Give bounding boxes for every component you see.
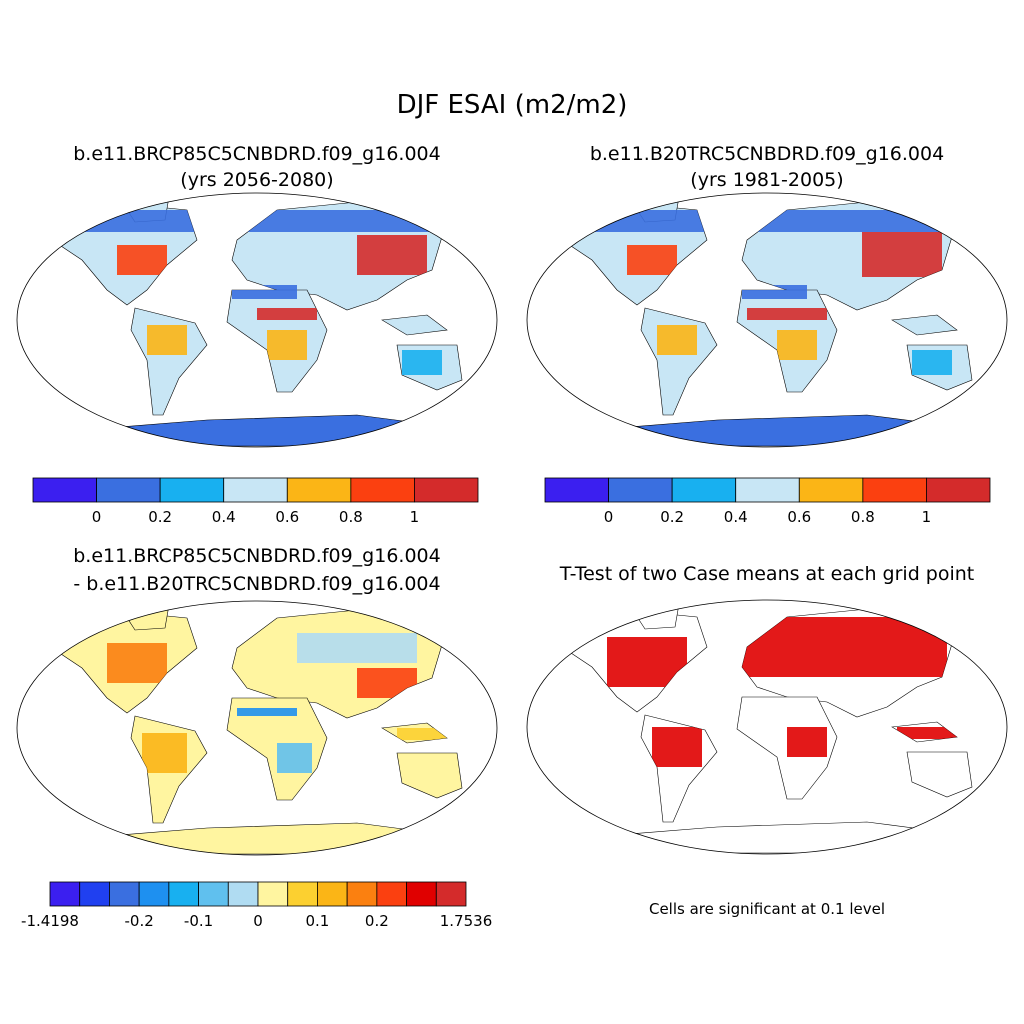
data-patch xyxy=(357,235,427,275)
land-au xyxy=(396,752,463,799)
panel-title: (yrs 2056-2080) xyxy=(180,169,333,191)
map-patches xyxy=(107,633,447,773)
colorbar-box xyxy=(109,881,140,907)
colorbar-label: -0.1 xyxy=(184,912,213,930)
colorbar-label: -1.4198 xyxy=(21,912,79,930)
map xyxy=(526,192,1008,448)
data-patch xyxy=(147,325,187,355)
colorbar-label: 0 xyxy=(253,912,263,930)
data-patch xyxy=(237,708,297,716)
data-patch xyxy=(142,733,187,773)
colorbar-box xyxy=(257,881,289,907)
land-au xyxy=(906,751,973,798)
colorbar-label: 0.1 xyxy=(305,912,329,930)
colorbar-label: -0.2 xyxy=(125,912,154,930)
colorbar-box xyxy=(159,477,225,503)
panel-title: b.e11.B20TRC5CNBDRD.f09_g16.004 xyxy=(590,143,944,165)
colorbar-box xyxy=(96,477,161,503)
colorbar-box xyxy=(414,477,479,503)
colorbar-box xyxy=(79,881,110,907)
colorbar-box xyxy=(435,881,467,907)
panel-title: b.e11.BRCP85C5CNBDRD.f09_g16.004 xyxy=(73,143,440,165)
data-patch xyxy=(777,330,817,360)
map-outline xyxy=(16,600,498,856)
panel-title: T-Test of two Case means at each grid po… xyxy=(559,563,975,585)
colorbar-box xyxy=(138,881,170,907)
colorbar-box xyxy=(346,881,378,907)
colorbar-box xyxy=(798,477,864,503)
colorbar-label: 1 xyxy=(922,508,932,526)
data-patch xyxy=(397,728,447,740)
map xyxy=(526,599,1008,855)
colorbar-label: 0.2 xyxy=(365,912,389,930)
map-outline xyxy=(526,599,1008,855)
colorbar-box xyxy=(608,477,673,503)
colorbar-box xyxy=(350,477,415,503)
data-patch xyxy=(297,633,417,663)
data-patch xyxy=(257,308,317,320)
land-id xyxy=(891,314,958,336)
colorbar-label: 0.8 xyxy=(851,508,875,526)
colorbar-label: 1.7536 xyxy=(440,912,493,930)
map-outline xyxy=(16,192,498,448)
data-patch xyxy=(402,350,442,375)
colorbar-box xyxy=(735,477,800,503)
colorbar-label: 0.6 xyxy=(275,508,299,526)
colorbar-box xyxy=(317,881,348,907)
colorbar-box xyxy=(544,477,609,503)
data-patch xyxy=(657,325,697,355)
panel-title: - b.e11.B20TRC5CNBDRD.f09_g16.004 xyxy=(73,573,440,595)
colorbar-box xyxy=(406,881,437,907)
map-land xyxy=(561,603,973,854)
colorbar-label: 0.4 xyxy=(212,508,236,526)
panel-title: b.e11.BRCP85C5CNBDRD.f09_g16.004 xyxy=(73,545,440,567)
colorbar-label: 0 xyxy=(92,508,102,526)
colorbar-box xyxy=(862,477,927,503)
colorbar-box xyxy=(227,881,259,907)
data-patch xyxy=(787,727,827,757)
colorbar-box xyxy=(376,881,407,907)
colorbar-label: 0.4 xyxy=(724,508,748,526)
data-patch xyxy=(747,308,827,320)
figure-title: DJF ESAI (m2/m2) xyxy=(397,90,628,120)
colorbar-label: 0.6 xyxy=(787,508,811,526)
map xyxy=(16,192,498,448)
colorbar-label: 0.8 xyxy=(339,508,363,526)
land-id xyxy=(381,314,448,336)
colorbar-label: 0.2 xyxy=(660,508,684,526)
data-patch xyxy=(117,245,167,275)
colorbar-box xyxy=(223,477,288,503)
colorbar-box xyxy=(287,881,318,907)
panel-note: Cells are significant at 0.1 level xyxy=(649,900,885,918)
map xyxy=(16,600,498,856)
panel-title: (yrs 1981-2005) xyxy=(690,169,843,191)
data-patch xyxy=(862,232,942,277)
data-patch xyxy=(897,727,957,739)
colorbar-box xyxy=(168,881,199,907)
data-patch xyxy=(627,245,677,275)
data-patch xyxy=(267,330,307,360)
colorbar-label: 1 xyxy=(410,508,420,526)
colorbar-box xyxy=(671,477,737,503)
colorbar-box xyxy=(32,477,97,503)
colorbar-label: 0 xyxy=(604,508,614,526)
data-patch xyxy=(912,350,952,375)
colorbar-label: 0.2 xyxy=(148,508,172,526)
colorbar-box xyxy=(926,477,991,503)
colorbar-box xyxy=(198,881,229,907)
data-patch xyxy=(277,743,312,773)
data-patch xyxy=(652,727,702,767)
map-outline xyxy=(526,192,1008,448)
colorbar-box xyxy=(286,477,352,503)
colorbar-box xyxy=(49,881,81,907)
data-patch xyxy=(107,643,167,683)
